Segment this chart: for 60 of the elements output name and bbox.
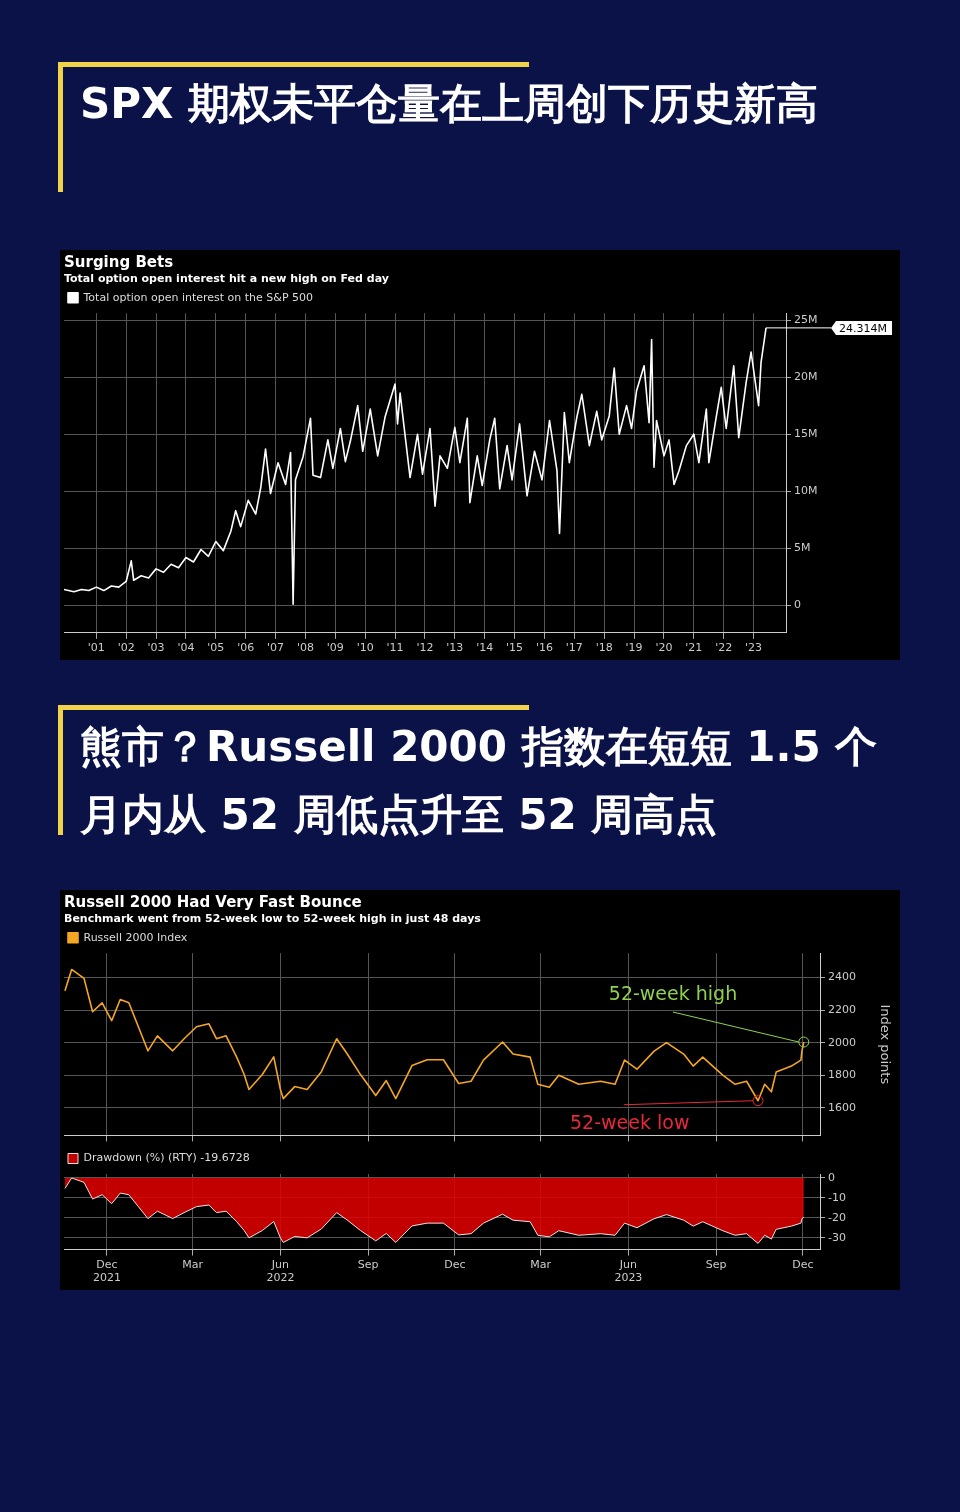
y-axis-title: Index points bbox=[877, 1004, 893, 1085]
x-tick-label: '18 bbox=[595, 641, 613, 655]
x-tick-label: '02 bbox=[117, 641, 135, 655]
x-tick-label: '09 bbox=[326, 641, 344, 655]
chart-subtitle: Benchmark went from 52-week low to 52-week high in just 48 days bbox=[64, 912, 482, 926]
x-tick-label: '05 bbox=[207, 641, 225, 655]
y-tick-label: 2200 bbox=[828, 1003, 856, 1016]
x-tick-label: '22 bbox=[715, 641, 733, 655]
x-tick-label: '11 bbox=[386, 641, 404, 655]
x-tick-label: '08 bbox=[296, 641, 314, 655]
y-tick-label: 0 bbox=[828, 1170, 835, 1184]
y-tick-label: -10 bbox=[828, 1190, 846, 1204]
chart-title: Surging Bets bbox=[64, 252, 174, 271]
x-tick-label: '20 bbox=[655, 641, 673, 655]
x-tick-label: Mar bbox=[530, 1258, 552, 1272]
y-tick-label: -20 bbox=[828, 1210, 846, 1224]
legend-label: Russell 2000 Index bbox=[83, 930, 188, 944]
chart-subtitle: Total option open interest hit a new high on Fed day bbox=[64, 272, 389, 286]
y-tick-label: 5M bbox=[794, 541, 811, 555]
x-tick-label: '04 bbox=[177, 641, 195, 655]
x-tick-label: '10 bbox=[356, 641, 374, 655]
y-tick-label: 25M bbox=[794, 312, 818, 326]
annotation: 52-week low bbox=[570, 1110, 690, 1133]
x-tick-label: '17 bbox=[565, 641, 583, 655]
x-tick-label: '16 bbox=[535, 641, 553, 655]
legend-label: Total option open interest on the S&P 500 bbox=[82, 290, 314, 304]
x-tick-label: '01 bbox=[87, 641, 105, 655]
x-tick-label: '12 bbox=[416, 641, 434, 655]
text: SPX 期权未平仓量在上周创下历史新高 bbox=[80, 78, 820, 130]
x-tick-label: Sep bbox=[705, 1258, 727, 1272]
annotation: 52-week high bbox=[608, 982, 738, 1005]
x-tick-label: '19 bbox=[625, 641, 643, 655]
y-tick-label: 15M bbox=[794, 427, 818, 441]
x-tick-label: '23 bbox=[745, 641, 763, 655]
x-tick-label: Jun 2022 bbox=[266, 1258, 295, 1285]
x-tick-label: Dec bbox=[444, 1258, 466, 1272]
x-tick-label: '03 bbox=[147, 641, 165, 655]
x-tick-label: '13 bbox=[446, 641, 464, 655]
y-tick-label: 2400 bbox=[828, 970, 856, 984]
x-tick-label: '07 bbox=[267, 641, 285, 655]
annotation: 24.314M bbox=[839, 321, 887, 335]
legend-label: Drawdown (%) (RTY) -19.6728 bbox=[83, 1151, 250, 1165]
x-tick-label: Sep bbox=[357, 1258, 379, 1272]
y-tick-label: -30 bbox=[828, 1230, 846, 1244]
x-tick-label: Mar bbox=[182, 1258, 204, 1272]
text: 熊市？Russell 2000 指数在短短 1.5 个月内从 52 周低点升至 52 周高点 bbox=[80, 721, 879, 841]
x-tick-label: '14 bbox=[476, 641, 494, 655]
x-tick-label: '06 bbox=[237, 641, 255, 655]
y-tick-label: 1600 bbox=[828, 1100, 856, 1114]
x-tick-label: Dec bbox=[792, 1258, 814, 1272]
y-tick-label: 1800 bbox=[828, 1068, 856, 1082]
y-tick-label: 2000 bbox=[828, 1035, 856, 1049]
y-tick-label: 20M bbox=[794, 369, 818, 383]
x-tick-label: Jun 2023 bbox=[614, 1258, 643, 1285]
x-tick-label: Dec 2021 bbox=[92, 1258, 121, 1285]
x-tick-label: '21 bbox=[685, 641, 703, 655]
chart-title: Russell 2000 Had Very Fast Bounce bbox=[64, 892, 362, 911]
y-tick-label: 10M bbox=[794, 484, 818, 498]
y-tick-label: 0 bbox=[794, 598, 801, 612]
x-tick-label: '15 bbox=[506, 641, 524, 655]
